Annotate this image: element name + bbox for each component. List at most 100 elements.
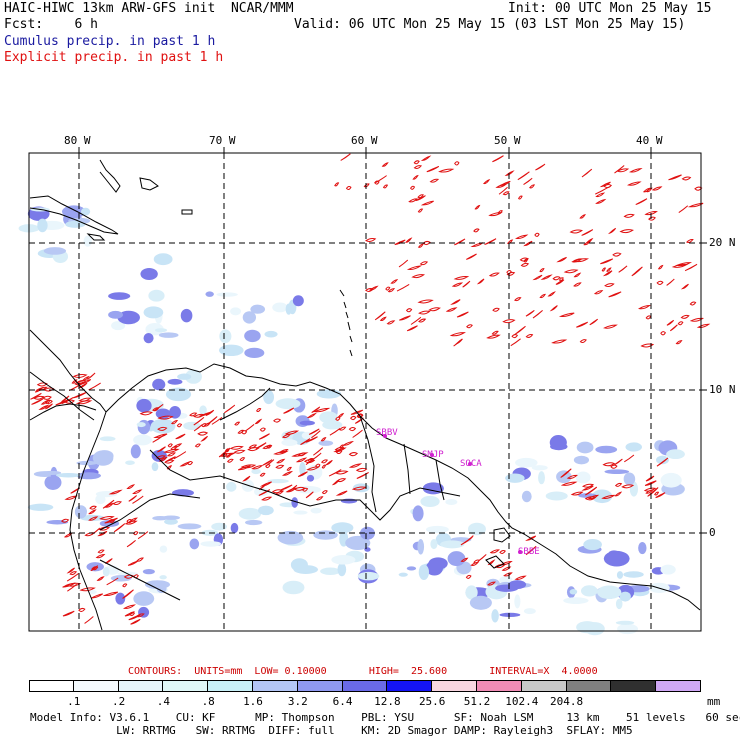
precip-contour (132, 531, 139, 536)
precip-shade (364, 547, 371, 552)
precip-contour (33, 395, 45, 400)
precip-contour (657, 264, 664, 270)
precip-contour (406, 325, 418, 332)
precip-contour (321, 464, 327, 469)
precip-contour (348, 427, 357, 432)
precip-contour (295, 457, 308, 463)
precip-contour (504, 170, 515, 176)
precip-contour (638, 305, 651, 310)
precip-contour (258, 483, 267, 491)
precip-contour (193, 416, 205, 426)
precip-contour (680, 314, 690, 319)
precip-contour (132, 489, 143, 495)
colorbar-swatch (163, 680, 209, 692)
precip-shade (468, 522, 486, 536)
colorbar-tick-label: 3.2 (287, 695, 308, 708)
precip-contour (170, 446, 178, 450)
precip-contour (112, 501, 122, 506)
coastline-puerto-rico (181, 209, 193, 215)
precip-contour (273, 450, 289, 455)
precip-contour (45, 403, 53, 410)
precip-shade (108, 310, 123, 319)
precip-shade (660, 472, 682, 488)
precip-shade (185, 369, 202, 384)
precip-contour (523, 240, 533, 247)
precip-contour (108, 518, 115, 524)
precip-contour (656, 457, 669, 467)
station-label-sbbv: SBBV (376, 428, 398, 438)
precip-contour (566, 474, 578, 479)
precip-contour (413, 165, 423, 169)
precip-contour (660, 331, 666, 336)
precip-shade (337, 562, 347, 577)
precip-contour (547, 291, 556, 297)
precip-contour (300, 438, 311, 446)
precip-contour (106, 577, 119, 586)
precip-contour (126, 484, 136, 489)
precip-contour (72, 373, 88, 378)
precip-shade (275, 398, 301, 410)
precip-shade (591, 489, 613, 504)
precip-contour (248, 444, 258, 449)
precip-contour (102, 499, 115, 509)
precip-shade (491, 609, 499, 623)
precip-contour (132, 495, 144, 504)
precip-contour (170, 419, 179, 425)
precip-shade (281, 439, 298, 446)
precip-shade (133, 591, 155, 606)
coastline-antilles (339, 289, 353, 357)
precip-contour (338, 426, 347, 431)
precip-contour (619, 229, 634, 234)
precip-shade (177, 523, 202, 530)
precip-contour (262, 459, 273, 466)
precip-shade (656, 455, 669, 465)
precip-contour (259, 472, 266, 477)
precip-contour (62, 610, 75, 617)
precip-shade (357, 571, 380, 581)
precip-shade (505, 473, 525, 483)
precip-contour (153, 433, 168, 439)
precip-contour (576, 321, 588, 328)
precip-shade (556, 470, 572, 484)
precip-contour (520, 262, 530, 267)
precip-contour (96, 576, 105, 581)
precip-contour (680, 283, 689, 290)
station-label-smjp: SMJP (422, 450, 444, 460)
precip-shade (211, 522, 227, 531)
precip-contour (417, 299, 434, 304)
precip-shade (521, 490, 532, 503)
colorbar-swatch (118, 680, 164, 692)
precip-shade (159, 575, 167, 580)
precip-contour (60, 395, 70, 403)
model-info: Model Info: V3.6.1 CU: KF MP: Thompson P… (30, 711, 740, 724)
precip-contour (282, 434, 291, 439)
precip-shade (584, 622, 605, 636)
precip-shade (316, 389, 342, 399)
precip-shade (426, 525, 449, 534)
precip-contour (130, 618, 141, 625)
precip-shade (150, 418, 176, 434)
colorbar-swatch (208, 680, 253, 692)
precip-contour (381, 162, 389, 167)
precip-contour (67, 583, 78, 592)
precip-contour (333, 447, 347, 453)
precip-contour (404, 237, 413, 243)
precip-shade (43, 247, 67, 255)
station-label-sbbe: SBBE (518, 547, 540, 557)
precip-shade (549, 434, 567, 450)
precip-contour (308, 428, 320, 435)
precip-contour (374, 180, 380, 185)
precip-shade (331, 554, 356, 565)
precip-contour (486, 334, 501, 339)
precip-contour (62, 582, 76, 588)
precip-contour (238, 465, 251, 471)
precip-contour (584, 496, 597, 501)
precip-contour (560, 468, 572, 478)
precip-contour (489, 549, 500, 554)
precip-contour (474, 204, 481, 210)
precip-contour (258, 489, 271, 496)
precip-contour (523, 177, 533, 186)
precip-shade (575, 471, 591, 484)
precip-contour (315, 463, 321, 468)
precip-contour (102, 591, 119, 597)
